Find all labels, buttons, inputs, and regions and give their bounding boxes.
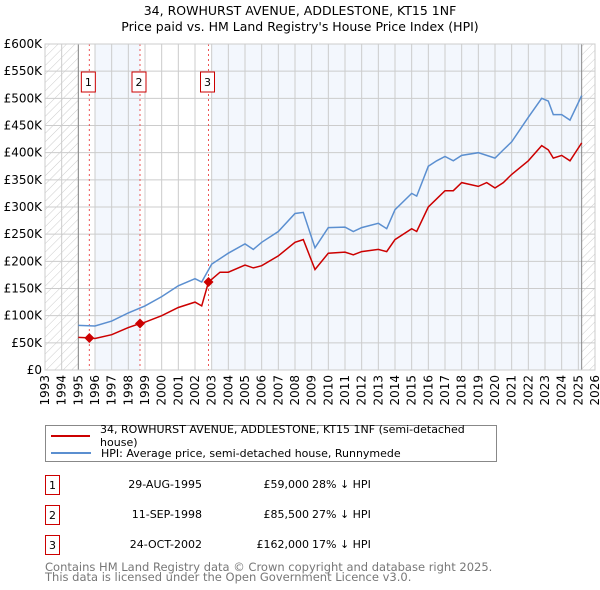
x-tick-label: 2019 [471, 375, 485, 406]
y-tick-label: £150K [4, 282, 44, 296]
legend-line-blue [51, 452, 91, 454]
sale-hpi-diff: 28% ↓ HPI [312, 478, 371, 491]
footer-licence: This data is licensed under the Open Gov… [45, 570, 412, 584]
x-tick-label: 2026 [588, 375, 600, 406]
sale-date: 24-OCT-2002 [129, 538, 202, 551]
x-tick-label: 1995 [71, 375, 85, 406]
x-tick-label: 2005 [238, 375, 252, 406]
y-tick-label: £0 [27, 363, 42, 377]
sale-label: 2 [136, 76, 143, 89]
x-tick-label: 1996 [88, 375, 102, 406]
y-tick-label: £400K [4, 146, 44, 160]
sale-label-box [200, 71, 215, 93]
sale-point [84, 332, 95, 343]
x-tick-label: 2010 [321, 375, 335, 406]
y-tick-label: £200K [4, 254, 44, 268]
x-tick-label: 2016 [421, 375, 435, 406]
hpi-series-line [78, 95, 583, 327]
x-tick-label: 2004 [221, 375, 235, 406]
x-tick-label: 2000 [155, 375, 169, 406]
x-tick-label: 2002 [188, 375, 202, 406]
y-tick-label: £350K [4, 173, 44, 187]
sale-point [203, 276, 214, 287]
legend-item-hpi: HPI: Average price, semi-detached house,… [51, 445, 401, 461]
sale-marker-badge: 2 [45, 505, 60, 525]
plot-border [44, 43, 596, 371]
chart-title: 34, ROWHURST AVENUE, ADDLESTONE, KT15 1N… [144, 3, 457, 18]
x-tick-label: 2009 [305, 375, 319, 406]
y-tick-label: £100K [4, 309, 44, 323]
y-tick-label: £50K [11, 336, 43, 350]
y-tick-label: £600K [4, 37, 44, 51]
legend-label: HPI: Average price, semi-detached house,… [101, 446, 401, 460]
x-tick-label: 2015 [405, 375, 419, 406]
legend-line-red [51, 435, 91, 437]
price-chart: 34, ROWHURST AVENUE, ADDLESTONE, KT15 1N… [4, 3, 600, 406]
sale-hpi-diff: 27% ↓ HPI [312, 508, 371, 521]
sale-label: 1 [85, 76, 92, 89]
x-tick-label: 2021 [505, 375, 519, 406]
footer-copyright: Contains HM Land Registry data © Crown c… [45, 560, 493, 574]
y-tick-label: £550K [4, 64, 44, 78]
sale-point [135, 318, 145, 329]
table-row: 1 29-AUG-1995 £59,000 28% ↓ HPI [45, 475, 445, 495]
price-paid-series-line [78, 142, 583, 340]
x-tick-label: 1997 [105, 375, 119, 406]
sale-date: 11-SEP-1998 [131, 508, 202, 521]
x-tick-label: 2022 [521, 375, 535, 406]
sale-label-box [131, 71, 147, 93]
table-row: 3 24-OCT-2002 £162,000 17% ↓ HPI [45, 535, 445, 555]
x-tick-label: 2011 [338, 375, 352, 406]
x-tick-label: 2007 [271, 375, 285, 406]
x-tick-label: 2014 [388, 375, 402, 406]
sale-price: £59,000 [263, 478, 310, 491]
x-tick-label: 2018 [455, 375, 469, 406]
x-tick-label: 1993 [38, 375, 52, 406]
sale-date: 29-AUG-1995 [128, 478, 202, 491]
x-tick-label: 2006 [255, 375, 269, 406]
x-tick-label: 2020 [488, 375, 502, 406]
chart-legend: 34, ROWHURST AVENUE, ADDLESTONE, KT15 1N… [45, 423, 497, 462]
x-tick-label: 2017 [438, 375, 452, 406]
legend-label: 34, ROWHURST AVENUE, ADDLESTONE, KT15 1N… [100, 423, 465, 449]
x-tick-label: 2023 [538, 375, 552, 406]
sale-hpi-diff: 17% ↓ HPI [312, 538, 371, 551]
y-tick-label: £300K [4, 200, 44, 214]
x-tick-label: 2024 [555, 375, 569, 406]
x-tick-label: 2012 [355, 375, 369, 406]
x-tick-label: 2013 [371, 375, 385, 406]
sale-price: £162,000 [256, 538, 310, 551]
chart-subtitle: Price paid vs. HM Land Registry's House … [121, 19, 478, 34]
sale-label: 3 [204, 76, 211, 89]
y-tick-label: £450K [4, 119, 44, 133]
sale-marker-badge: 1 [45, 475, 60, 495]
sale-price: £85,500 [263, 508, 310, 521]
x-tick-label: 2008 [288, 375, 302, 406]
legend-item-property: 34, ROWHURST AVENUE, ADDLESTONE, KT15 1N… [51, 423, 496, 449]
y-tick-label: £250K [4, 227, 44, 241]
y-tick-label: £500K [4, 91, 44, 105]
x-tick-label: 2001 [171, 375, 185, 406]
x-tick-label: 2003 [205, 375, 219, 406]
x-tick-label: 1998 [121, 375, 135, 406]
x-tick-label: 2025 [571, 375, 585, 406]
x-tick-label: 1994 [55, 375, 69, 406]
x-tick-label: 1999 [138, 375, 152, 406]
sale-marker-badge: 3 [45, 535, 60, 555]
table-row: 2 11-SEP-1998 £85,500 27% ↓ HPI [45, 505, 445, 525]
sale-label-box [80, 71, 96, 93]
